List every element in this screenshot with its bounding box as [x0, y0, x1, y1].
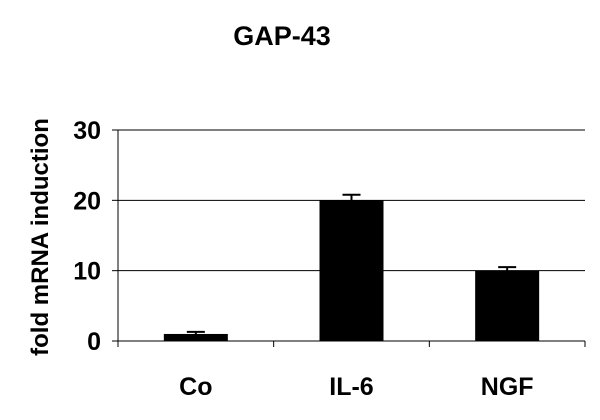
chart-title: GAP-43: [233, 21, 331, 51]
axes: [112, 129, 586, 347]
bars: [163, 193, 540, 341]
bar-co: [163, 333, 228, 341]
x-tick-label: IL-6: [329, 373, 373, 401]
bar-il-6: [319, 200, 384, 341]
y-tick-label: 10: [73, 258, 101, 286]
y-axis-label: fold mRNA induction: [27, 118, 54, 356]
y-tick-label: 20: [73, 187, 101, 215]
x-tick-label: Co: [179, 373, 212, 401]
y-tick-label: 0: [87, 328, 101, 356]
bar-ngf: [475, 270, 540, 341]
tick-labels: Co IL-6 NGF 0 10 20 30: [73, 117, 533, 401]
x-tick-label: NGF: [481, 373, 534, 401]
y-tick-label: 30: [73, 117, 101, 145]
